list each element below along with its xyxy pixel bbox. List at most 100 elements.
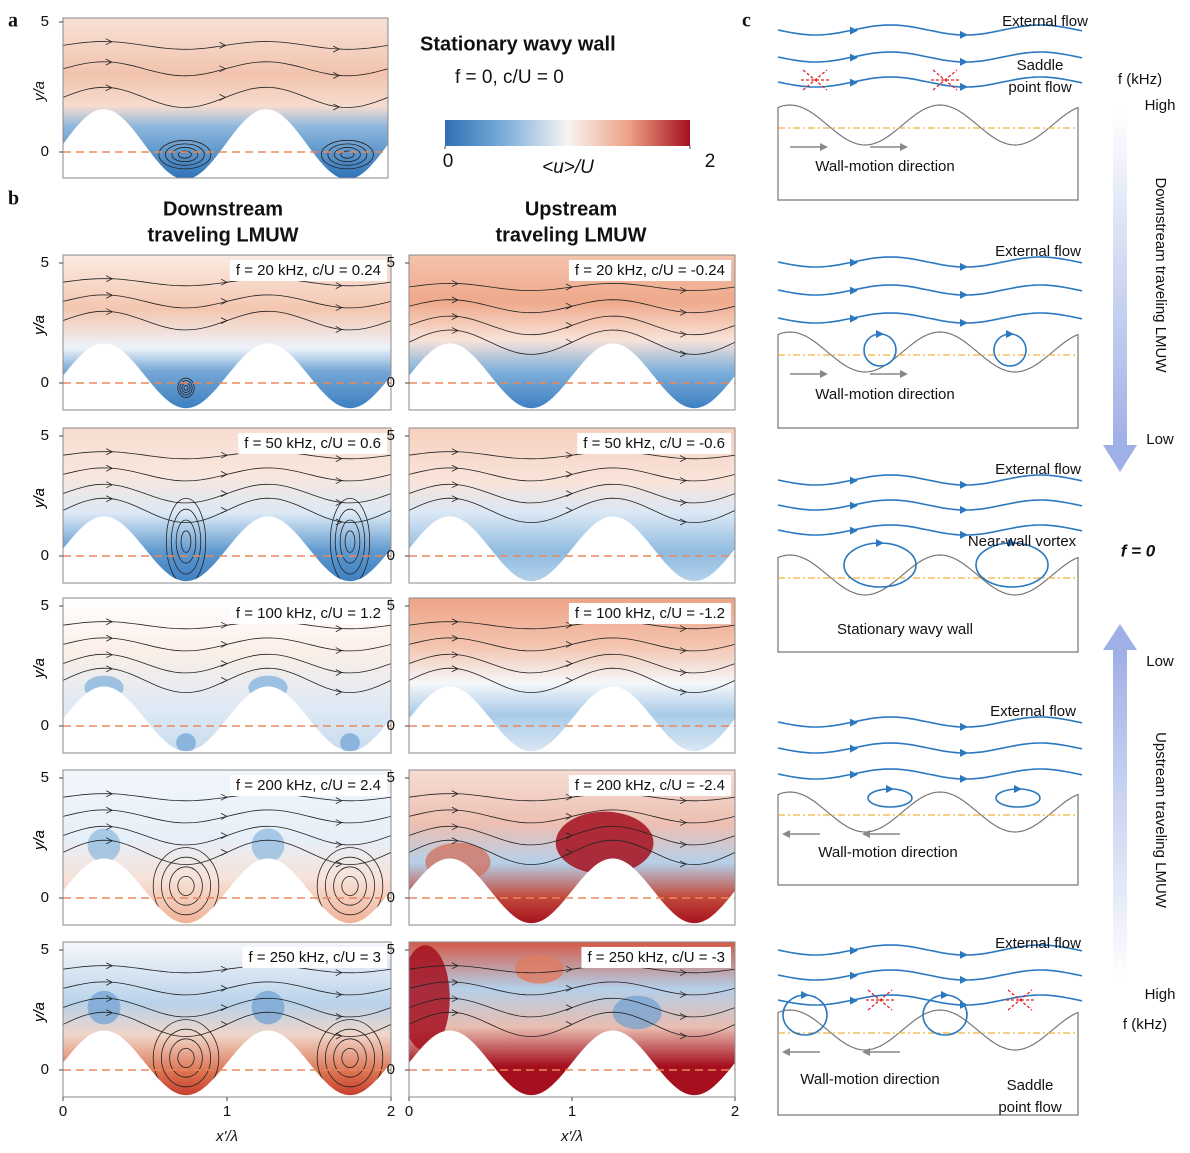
- plot-frame: [62, 769, 392, 926]
- y-axis-label: y/a: [31, 1002, 48, 1023]
- streamline-arrow: [220, 985, 228, 992]
- streamline-arrow: [220, 813, 228, 820]
- direction-label: Upstream traveling LMUW: [1152, 732, 1169, 909]
- flow-arrow: [850, 78, 858, 87]
- streamline-arrow: [679, 841, 687, 848]
- wall-motion-arrowhead: [900, 143, 908, 151]
- wall-motion-label: Wall-motion direction: [818, 844, 958, 861]
- streamline-arrow: [220, 298, 228, 305]
- vortex: [995, 788, 1041, 808]
- y-tick-label: 5: [41, 597, 49, 614]
- flow-arrow: [850, 526, 858, 535]
- flow-arrow: [960, 57, 968, 66]
- streamline-arrow: [220, 965, 228, 973]
- streamline-arrow: [679, 518, 687, 526]
- axis-high: High: [1145, 986, 1176, 1003]
- x-tick-label: 0: [405, 1103, 413, 1120]
- condition-label: f = 100 kHz, c/U = 1.2: [236, 605, 381, 622]
- streamline-arrow: [220, 793, 228, 801]
- vortex-loop: [327, 143, 368, 166]
- field-blob: [176, 733, 196, 753]
- saddle-label: point flow: [1008, 79, 1072, 96]
- streamline-arrow: [565, 507, 573, 514]
- y-axis-label: y/a: [31, 315, 48, 336]
- streamline-arrow: [335, 819, 343, 826]
- condition-box: [242, 946, 387, 968]
- y-axis-label: y/a: [31, 658, 48, 679]
- frequency-arrowhead: [1103, 445, 1137, 472]
- condition-box: [568, 259, 731, 281]
- external-flow-label: External flow: [995, 243, 1081, 260]
- external-streamline: [777, 256, 1083, 268]
- flow-arrow: [960, 748, 968, 757]
- streamline-arrow: [220, 317, 228, 324]
- saddle-point: [867, 989, 893, 1011]
- schematic-wall: [777, 554, 1079, 653]
- vortex-loop: [324, 856, 375, 916]
- wavy-wall: [409, 1030, 735, 1097]
- streamline-arrow: [451, 448, 459, 456]
- streamline-arrow: [335, 669, 343, 676]
- streamline-arrow: [565, 985, 573, 992]
- y-axis-label: y/a: [31, 488, 48, 509]
- x-tick-label: 2: [731, 1103, 739, 1120]
- vortex-loop: [320, 139, 374, 170]
- vortex-loop: [160, 856, 211, 916]
- x-tick-label: 0: [59, 1103, 67, 1120]
- streamline-arrow: [106, 618, 114, 626]
- streamline-arrow: [451, 296, 459, 304]
- external-flow-label: External flow: [1002, 13, 1088, 30]
- vortex-loop: [183, 384, 189, 391]
- wall-motion-label: Wall-motion direction: [815, 386, 955, 403]
- streamline-arrow: [565, 965, 573, 973]
- plot-frame: [408, 254, 736, 411]
- condition-label: f = 50 kHz, c/U = -0.6: [583, 435, 725, 452]
- external-streamline: [777, 716, 1083, 728]
- vortex-arrow: [1006, 330, 1014, 338]
- condition-box: [581, 946, 731, 968]
- streamline-arrow: [220, 507, 228, 514]
- vortex-loop: [158, 139, 212, 170]
- external-flow-label: External flow: [990, 703, 1076, 720]
- vortex-loop: [160, 1028, 211, 1088]
- y-tick-label: 0: [387, 1061, 395, 1078]
- streamline-arrow: [565, 849, 573, 856]
- vortex-loop: [341, 876, 359, 897]
- vortex-loop: [340, 150, 355, 159]
- field-blob: [251, 990, 285, 1025]
- wall-motion-label: Wall-motion direction: [815, 158, 955, 175]
- streamline-arrow: [451, 790, 459, 798]
- streamline-arrow: [220, 849, 228, 856]
- wall-motion-arrowhead: [782, 1048, 790, 1056]
- streamline-arrow: [451, 634, 459, 642]
- wall-motion-arrowhead: [782, 830, 790, 838]
- vortex-loop: [339, 519, 361, 564]
- saddle-point: [1007, 989, 1033, 1011]
- saddle-label: Saddle: [1017, 57, 1064, 74]
- condition-label: f = 20 kHz, c/U = -0.24: [575, 262, 725, 279]
- flow-arrow: [850, 53, 858, 62]
- streamline-arrow: [220, 471, 228, 478]
- vortex-loop: [177, 150, 192, 159]
- streamline-arrow: [451, 823, 459, 831]
- y-axis-label: y/a: [31, 830, 48, 851]
- streamline-arrow: [565, 621, 573, 629]
- streamline-arrow: [335, 326, 343, 333]
- streamline-arrow: [105, 58, 113, 66]
- y-tick-label: 5: [387, 941, 395, 958]
- streamline-arrow: [451, 995, 459, 1003]
- external-streamline: [777, 474, 1083, 486]
- streamline-arrow: [335, 969, 343, 976]
- wavy-wall: [63, 109, 388, 178]
- panel-label: a: [8, 10, 18, 32]
- field-blob: [87, 828, 121, 862]
- vortex-arrow: [1014, 785, 1022, 793]
- external-flow-label: External flow: [995, 461, 1081, 478]
- wavy-wall: [63, 1030, 391, 1097]
- streamline-arrow: [220, 1004, 228, 1011]
- vortex-arrow: [941, 991, 949, 999]
- y-tick-label: 0: [41, 717, 49, 734]
- streamline-arrow: [220, 660, 228, 667]
- flow-arrow: [960, 722, 968, 731]
- streamline-arrow: [565, 283, 573, 291]
